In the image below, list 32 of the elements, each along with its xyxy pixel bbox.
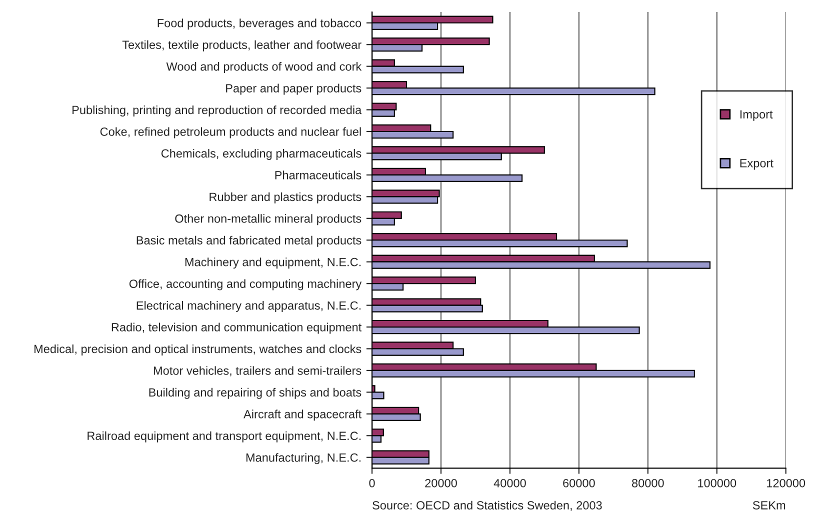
y-tick-label: Motor vehicles, trailers and semi-trailers [154,366,362,376]
x-tick-label: 80000 [632,478,664,488]
y-tick-label: Rubber and plastics products [210,192,362,204]
x-tick-label: 40000 [494,478,526,488]
y-tick-label: Manufacturing, N.E.C. [246,453,361,464]
source-note: Source: OECD and Statistics Sweden, 2003 [372,500,602,511]
y-tick-label: Textiles, textile products, leather and footwear [122,40,362,52]
x-tick-label: 60000 [563,478,595,488]
x-tick-label: 120000 [767,478,806,488]
y-tick-label: Medical, precision and optical instruments, watches and clocks [34,344,362,356]
y-tick-label: Food products, beverages and tobacco [158,18,362,30]
legend-label: Export [740,159,774,170]
y-tick-label: Publishing, printing and reproduction of recorded media [72,105,362,116]
y-tick-label: Machinery and equipment, N.E.C. [185,258,361,269]
y-tick-label: Building and repairing of ships and boats [149,388,362,399]
y-tick-label: Electrical machinery and apparatus, N.E.C. [136,301,361,312]
legend-label: Import [740,110,773,121]
y-tick-label: Railroad equipment and transport equipment, N.E.C. [88,431,361,442]
y-tick-label: Other non-metallic mineral products [175,214,362,226]
y-tick-label: Chemicals, excluding pharmaceuticals [161,148,362,160]
y-tick-label: Coke, refined petroleum products and nuclear fuel [100,127,361,138]
y-tick-label: Radio, television and communication equipment [112,322,362,334]
x-tick-label: 20000 [425,478,457,488]
x-tick-label: 0 [369,478,375,488]
y-tick-label: Office, accounting and computing machinery [129,279,362,290]
x-axis-title: SEKm [752,501,786,510]
y-tick-label: Wood and products of wood and cork [166,62,362,74]
y-tick-label: Basic metals and fabricated metal products [136,236,362,247]
y-tick-label: Paper and paper products [226,84,362,95]
y-tick-label: Pharmaceuticals [275,170,362,180]
y-tick-label: Aircraft and spacecraft [244,410,362,421]
x-tick-label: 100000 [698,478,736,488]
